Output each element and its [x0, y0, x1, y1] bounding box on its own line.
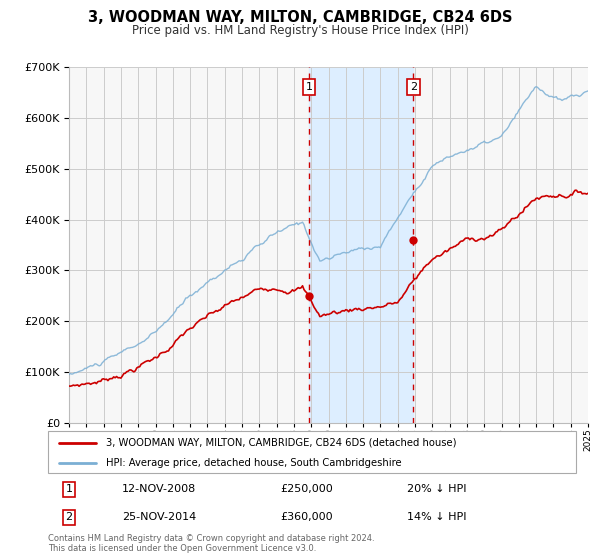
- Text: 2: 2: [65, 512, 73, 522]
- Text: 2: 2: [410, 82, 417, 92]
- Text: £360,000: £360,000: [280, 512, 333, 522]
- Text: 3, WOODMAN WAY, MILTON, CAMBRIDGE, CB24 6DS (detached house): 3, WOODMAN WAY, MILTON, CAMBRIDGE, CB24 …: [106, 438, 457, 448]
- Text: 3, WOODMAN WAY, MILTON, CAMBRIDGE, CB24 6DS: 3, WOODMAN WAY, MILTON, CAMBRIDGE, CB24 …: [88, 10, 512, 25]
- Text: £250,000: £250,000: [280, 484, 333, 494]
- Text: HPI: Average price, detached house, South Cambridgeshire: HPI: Average price, detached house, Sout…: [106, 458, 402, 468]
- Text: 20% ↓ HPI: 20% ↓ HPI: [407, 484, 467, 494]
- Text: 25-NOV-2014: 25-NOV-2014: [122, 512, 196, 522]
- Text: 1: 1: [305, 82, 313, 92]
- Bar: [309, 67, 413, 423]
- Text: 14% ↓ HPI: 14% ↓ HPI: [407, 512, 467, 522]
- Text: Price paid vs. HM Land Registry's House Price Index (HPI): Price paid vs. HM Land Registry's House …: [131, 24, 469, 37]
- Text: 1: 1: [65, 484, 73, 494]
- Text: 12-NOV-2008: 12-NOV-2008: [122, 484, 196, 494]
- Text: Contains HM Land Registry data © Crown copyright and database right 2024.: Contains HM Land Registry data © Crown c…: [48, 534, 374, 543]
- Text: This data is licensed under the Open Government Licence v3.0.: This data is licensed under the Open Gov…: [48, 544, 316, 553]
